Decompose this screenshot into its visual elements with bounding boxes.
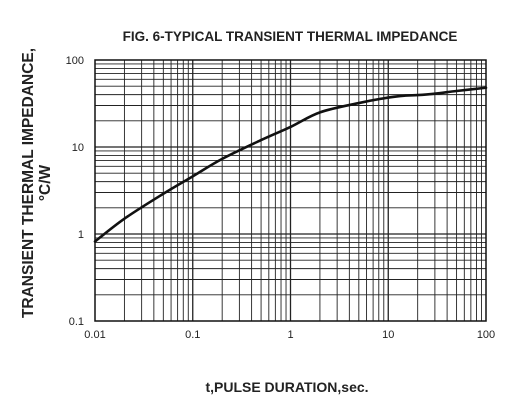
- series-line: [93, 86, 488, 243]
- y-tick-label: 10: [72, 142, 84, 154]
- x-tick-label: 0.01: [84, 329, 105, 341]
- x-axis-title: t,PULSE DURATION,sec.: [205, 379, 368, 395]
- grid: [95, 60, 486, 321]
- series-layer: [93, 86, 488, 243]
- y-axis-title: TRANSIENT THERMAL IMPEDANCE,: [20, 48, 37, 318]
- y-axis-unit: °C/W: [37, 164, 54, 201]
- chart-title: FIG. 6-TYPICAL TRANSIENT THERMAL IMPEDAN…: [123, 29, 458, 44]
- y-tick-label: 1: [78, 229, 84, 241]
- y-tick-labels: 0.1 1 10 100: [66, 55, 84, 328]
- x-tick-label: 10: [382, 329, 394, 341]
- y-tick-label: 100: [66, 55, 84, 67]
- x-tick-labels: 0.01 0.1 1 10 100: [84, 329, 495, 341]
- plot-frame: [94, 59, 487, 322]
- x-tick-label: 100: [477, 329, 495, 341]
- y-tick-label: 0.1: [69, 316, 84, 328]
- x-tick-label: 0.1: [185, 329, 200, 341]
- x-tick-label: 1: [287, 329, 293, 341]
